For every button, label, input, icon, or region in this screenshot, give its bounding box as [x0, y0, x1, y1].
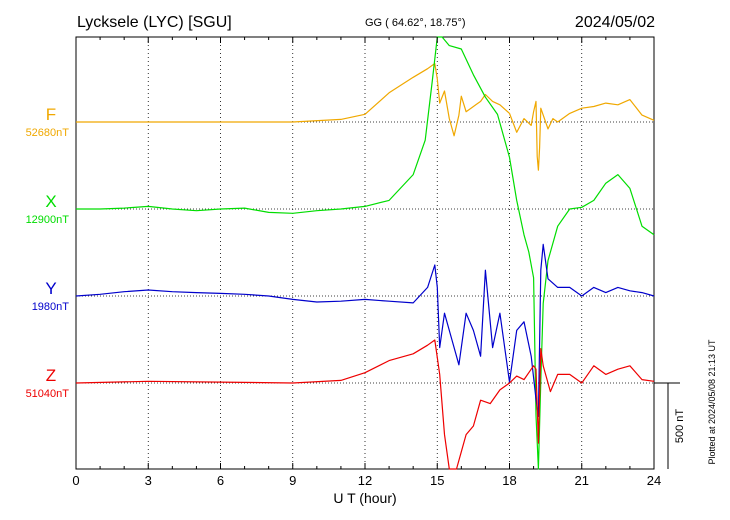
chart-title: Lycksele (LYC) [SGU] [77, 14, 232, 31]
series-z-name: Z [46, 366, 56, 385]
grid-lines [147, 37, 583, 469]
series-x-baseline-label: 12900nT [26, 214, 70, 226]
x-tick-label: 24 [647, 473, 661, 488]
series-f-line [76, 62, 655, 171]
chart-date: 2024/05/02 [575, 14, 655, 31]
series-z-baseline-label: 51040nT [26, 388, 70, 400]
x-tick-label: 9 [289, 473, 296, 488]
x-axis-label: U T (hour) [333, 490, 396, 506]
series-x-line [76, 36, 655, 470]
x-tick-label: 12 [358, 473, 372, 488]
series-y-line [75, 243, 655, 417]
x-tick-label: 21 [575, 473, 589, 488]
series-lines [75, 36, 655, 470]
scale-bar-label: 500 nT [674, 409, 686, 444]
x-tick-label: 15 [430, 473, 444, 488]
x-tick-label: 0 [72, 473, 79, 488]
series-f-baseline-label: 52680nT [26, 127, 70, 139]
x-tick-label: 3 [145, 473, 152, 488]
x-tick-label: 6 [217, 473, 224, 488]
series-f-name: F [46, 105, 56, 124]
series-x-name: X [45, 192, 56, 211]
coordinates: GG ( 64.62°, 18.75°) [365, 17, 466, 29]
series-z-line [75, 339, 655, 470]
series-y-name: Y [45, 279, 56, 298]
x-tick-label: 18 [502, 473, 516, 488]
series-y-baseline-label: 1980nT [32, 301, 70, 313]
series-labels: F 52680nT X 12900nT Y 1980nT Z 51040nT [26, 105, 70, 400]
plotted-note: Plotted at 2024/05/08 21:13 UT [707, 339, 717, 465]
x-axis-ticks: 0 3 6 9 12 15 18 21 24 [72, 37, 661, 488]
